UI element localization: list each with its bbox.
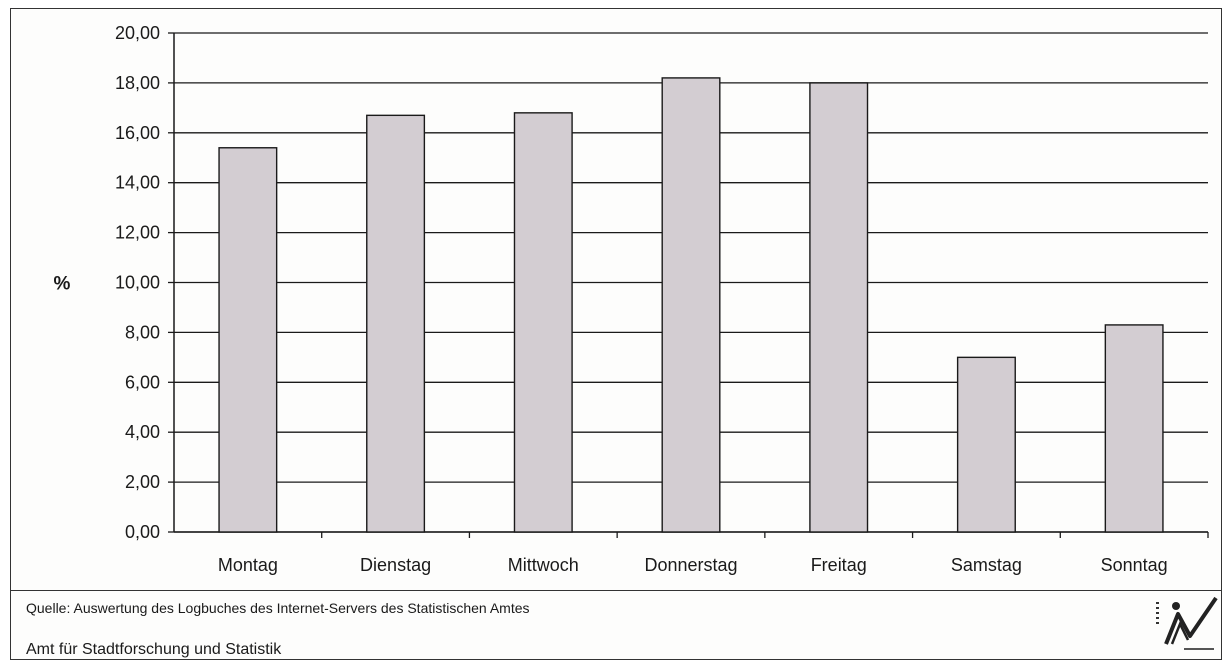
y-tick-label: 4,00 — [125, 422, 160, 442]
y-tick-label: 0,00 — [125, 522, 160, 542]
bar — [218, 147, 278, 533]
y-tick-label: 2,00 — [125, 472, 160, 492]
x-tick-label: Freitag — [811, 555, 867, 575]
source-note: Quelle: Auswertung des Logbuches des Int… — [26, 600, 530, 616]
statistics-office-logo-icon — [1156, 596, 1218, 650]
bar — [956, 356, 1016, 533]
bar — [1104, 324, 1164, 533]
y-tick-label: 6,00 — [125, 372, 160, 392]
x-tick-label: Donnerstag — [644, 555, 737, 575]
y-tick-label: 14,00 — [115, 173, 160, 193]
organization-name: Amt für Stadtforschung und Statistik — [26, 641, 282, 658]
x-tick-label: Dienstag — [360, 555, 431, 575]
bar — [661, 77, 721, 533]
y-tick-label: 8,00 — [125, 322, 160, 342]
bar — [366, 114, 426, 533]
x-tick-label: Sonntag — [1101, 555, 1168, 575]
footer-separator — [10, 590, 1222, 591]
bar — [809, 82, 869, 533]
y-tick-label: 20,00 — [115, 23, 160, 43]
x-tick-label: Samstag — [951, 555, 1022, 575]
y-axis-label: % — [54, 274, 71, 295]
x-tick-label: Mittwoch — [508, 555, 579, 575]
bar — [513, 112, 573, 533]
y-tick-label: 16,00 — [115, 123, 160, 143]
y-tick-label: 12,00 — [115, 223, 160, 243]
x-tick-label: Montag — [218, 555, 278, 575]
y-tick-label: 10,00 — [115, 273, 160, 293]
y-tick-label: 18,00 — [115, 73, 160, 93]
